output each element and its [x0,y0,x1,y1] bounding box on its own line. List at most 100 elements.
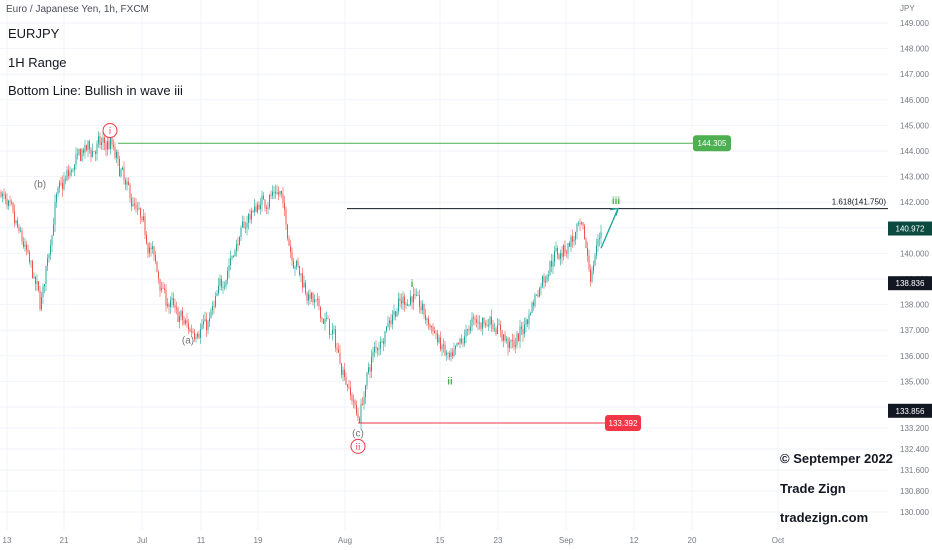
wave-circle [350,438,366,454]
candle-body [512,339,513,341]
candle-body [570,236,572,247]
candle-body [519,326,521,342]
candle-body [590,269,591,282]
candle-body [545,280,546,283]
candle-body [87,141,89,151]
candle-body [518,333,519,342]
candle-body [513,340,515,347]
candle-body [185,320,186,324]
level-133-tag [605,414,641,431]
candle-body [20,230,21,232]
candle-body [147,243,149,254]
candle-body [338,349,339,353]
candle-body [192,331,194,333]
candle-body [254,206,255,212]
candle-body [213,305,215,307]
candle-body [563,245,564,257]
candle-body [300,273,302,275]
candle-body [222,287,224,288]
candle-body [41,297,42,310]
candle-body [263,195,264,200]
candle-body [183,319,185,324]
candle-body [198,333,200,338]
candle-body [291,251,293,261]
wave-label: iii [612,196,621,207]
candle-body [404,296,405,305]
candle-body [450,352,452,358]
candle-body [326,317,327,319]
candle-body [600,231,602,239]
candle-body [537,294,539,297]
candle-body [63,179,65,190]
candle-body [503,334,504,341]
candle-body [258,204,260,210]
candle-body [429,324,431,328]
candle-body [288,238,290,246]
candle-body [245,227,246,229]
candle-body [372,352,374,357]
candle-body [497,324,498,334]
candle-body [95,151,96,155]
candle-body [347,384,348,387]
candle-body [15,220,17,224]
candle-body [596,245,597,256]
level-133-label: 133.392 [609,419,638,428]
candle-body [2,193,3,197]
candle-body [459,338,461,344]
candle-body [309,294,311,299]
candle-body [353,400,354,402]
candle-body [332,329,333,335]
candle-body [437,333,438,343]
candle-body [129,184,131,199]
candle-body [363,397,365,405]
price-tags: 144.305 133.392 140.972 138.836 133.856 [605,135,932,431]
candle-body [384,331,386,344]
candle-body [132,203,134,207]
candle-body [378,348,380,350]
y-tick-label: 147.000 [900,70,929,79]
candle-body [252,210,254,212]
level-144-label: 144.305 [698,139,727,148]
candle-body [579,223,581,225]
y-tick-label: 135.000 [900,377,929,386]
candle-body [189,329,191,332]
candle-body [32,260,33,278]
candle-body [396,311,398,317]
candle-body [425,314,426,321]
candle-body [155,255,156,262]
candle-body [446,352,447,355]
candle-body [200,329,201,338]
candle-body [293,260,294,269]
candle-body [219,278,221,286]
candle-body [408,304,410,306]
candle-body [249,214,251,220]
axis-price-label: 133.856 [896,407,925,416]
candle-body [434,331,435,334]
candle-body [299,265,300,275]
candle-body [473,317,474,319]
candle-body [24,244,26,247]
y-tick-label: 136.000 [900,352,929,361]
candle-body [401,300,402,304]
candle-body [279,190,281,195]
candle-body [47,258,48,266]
candle-body [167,304,168,306]
candle-body [5,194,6,199]
candle-body [107,141,108,150]
candle-body [305,282,306,293]
candle-body [93,151,95,152]
x-tick-label: Aug [338,536,352,545]
y-tick-label: 145.000 [900,121,929,130]
y-tick-label: 138.000 [900,301,929,310]
candle-body [180,311,182,317]
candle-body [165,289,167,306]
candle-body [123,167,125,180]
candle-body [221,278,222,288]
candle-body [285,209,287,225]
candle-body [197,333,198,337]
candle-body [546,276,548,281]
candle-body [399,298,401,301]
candle-body [581,222,582,224]
candle-body [140,208,141,217]
candle-body [18,227,20,232]
